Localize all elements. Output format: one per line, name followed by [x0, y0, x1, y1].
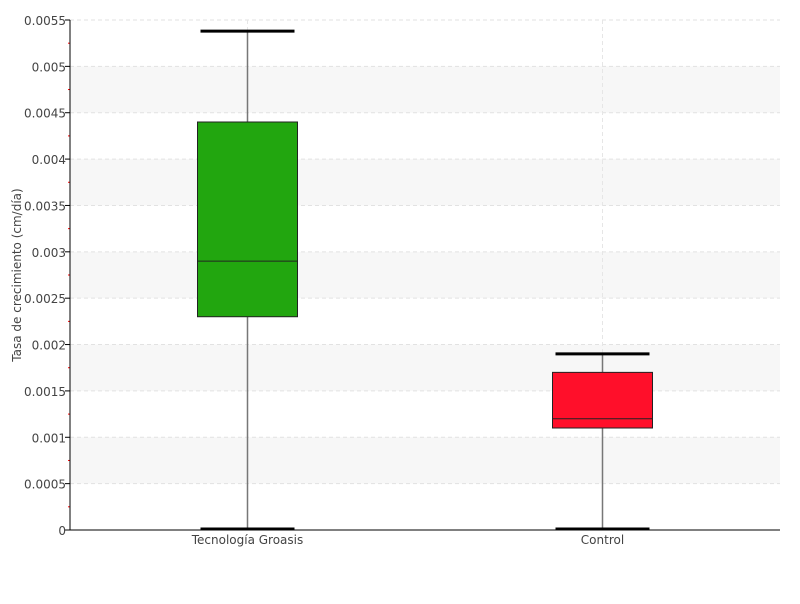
- y-tick-label: 0.001: [32, 431, 66, 445]
- y-tick-label: 0.0045: [24, 107, 66, 121]
- x-tick-label: Tecnología Groasis: [191, 533, 304, 547]
- grid-band: [70, 66, 780, 113]
- y-tick-label: 0.0015: [24, 385, 66, 399]
- box-iqr: [197, 121, 298, 318]
- y-axis-label: Tasa de crecimiento (cm/día): [10, 188, 24, 362]
- y-tick-label: 0.002: [32, 339, 66, 353]
- y-tick-label: 0.0025: [24, 292, 66, 306]
- y-tick-label: 0.0055: [24, 14, 66, 28]
- y-tick-label: 0.0035: [24, 199, 66, 213]
- y-tick-label: 0.005: [32, 60, 66, 74]
- gridlines: [70, 19, 780, 530]
- grid-band: [70, 251, 780, 299]
- boxes: [197, 29, 653, 531]
- axes: 0 0.0005 0.001 0.0015 0.002 0.0025 0.003 0.0035…: [24, 14, 780, 547]
- x-tick-label: Control: [581, 533, 624, 547]
- y-tick-label: 0.003: [32, 246, 66, 260]
- grid-band: [70, 437, 780, 484]
- background-bands: [70, 66, 780, 484]
- grid-band: [70, 159, 780, 206]
- grid-band: [70, 344, 780, 391]
- y-tick-label: 0.0005: [24, 478, 66, 492]
- box-iqr: [552, 371, 653, 429]
- y-tick-label: 0.004: [32, 153, 66, 167]
- y-tick-label: 0: [58, 524, 66, 538]
